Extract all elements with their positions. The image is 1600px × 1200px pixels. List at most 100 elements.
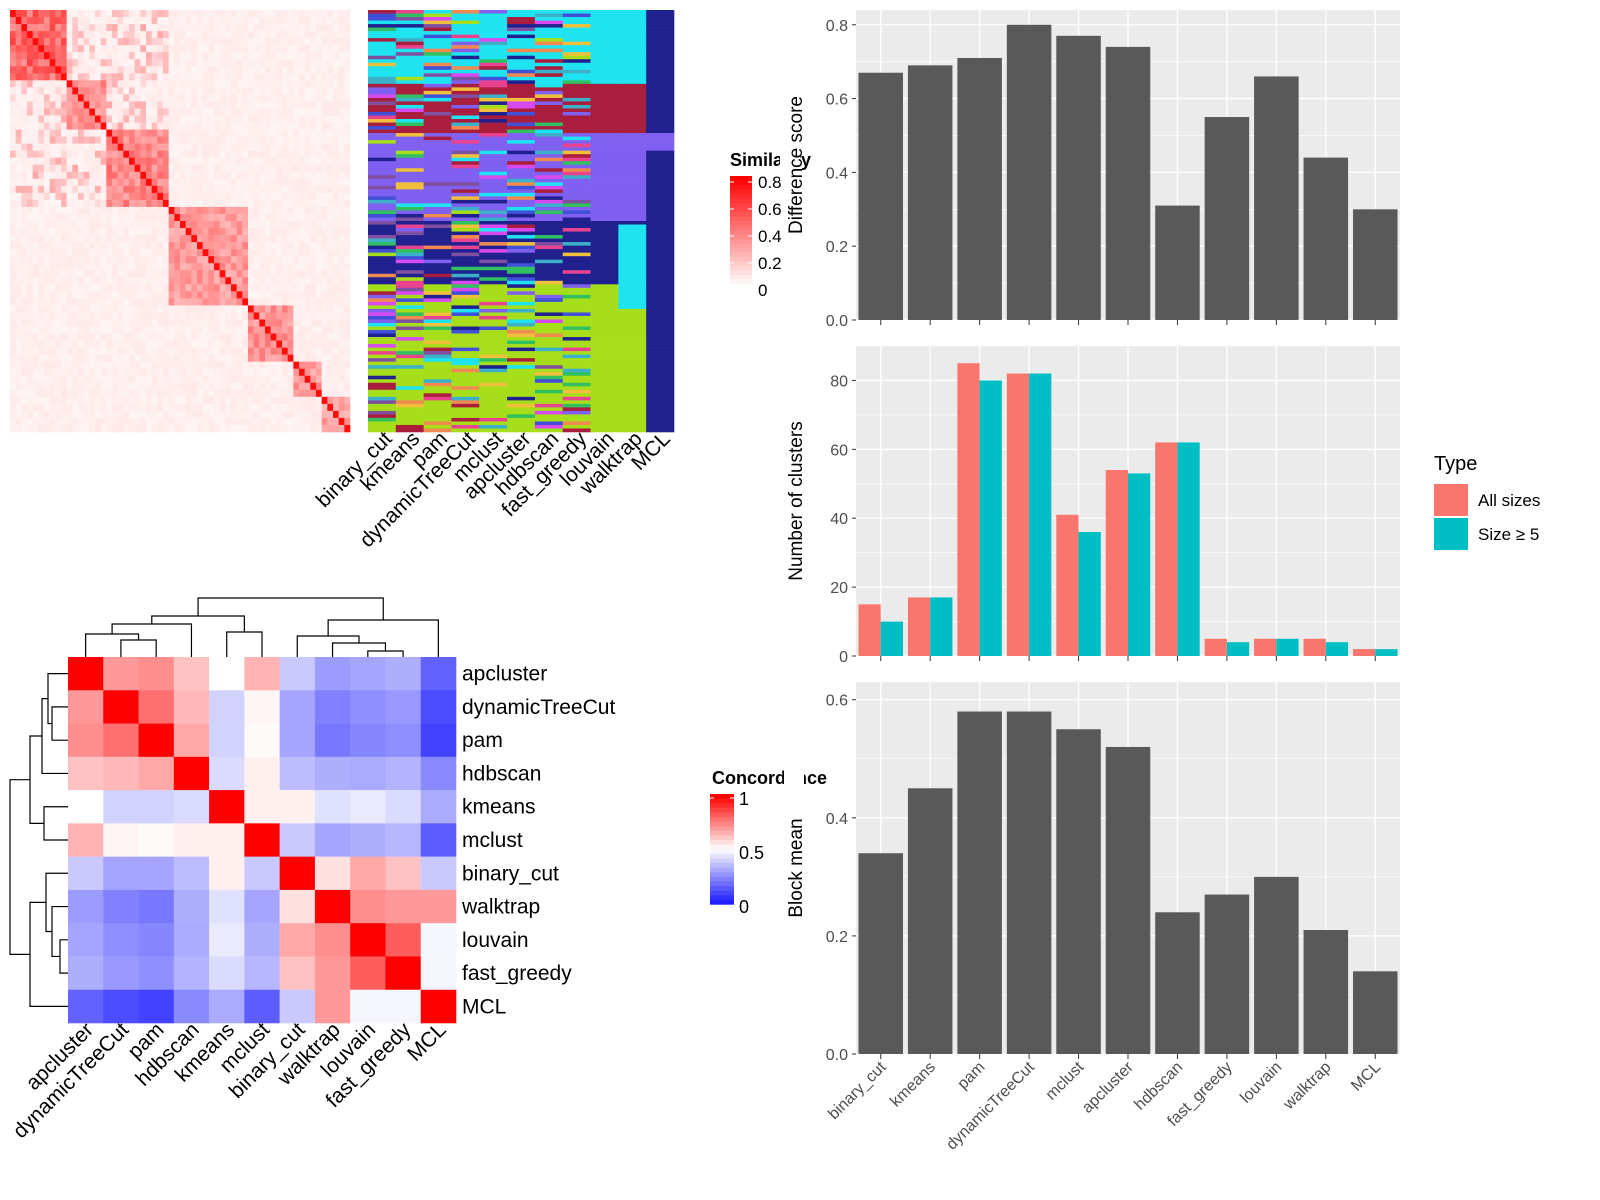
cluster-label-cell <box>562 421 591 426</box>
cluster-label-cell <box>507 242 536 246</box>
similarity-cell <box>270 368 277 377</box>
similarity-cell <box>321 382 328 391</box>
cluster-label-cell <box>590 217 619 222</box>
cluster-label-cell <box>590 143 619 148</box>
cluster-label-cell <box>534 403 564 408</box>
cluster-label-cell <box>534 217 564 222</box>
similarity-cell <box>27 213 33 222</box>
similarity-cell <box>117 129 124 137</box>
cluster-label-cell <box>590 76 619 81</box>
similarity-cell <box>231 235 237 243</box>
similarity-cell <box>310 178 317 187</box>
similarity-cell <box>253 263 260 271</box>
cluster-label-cell <box>534 375 564 380</box>
cluster-label-cell <box>368 20 397 25</box>
similarity-cell <box>231 228 237 236</box>
similarity-cell <box>293 129 300 137</box>
similarity-cell <box>129 192 135 201</box>
similarity-cell <box>282 185 288 194</box>
similarity-cell <box>293 59 300 67</box>
similarity-cell <box>78 199 84 208</box>
cluster-label-cell <box>618 319 647 324</box>
similarity-cell <box>129 389 135 398</box>
cluster-label-cell <box>534 157 564 162</box>
cluster-label-cell <box>368 203 397 208</box>
similarity-cell <box>140 143 147 151</box>
similarity-cell <box>310 221 317 229</box>
similarity-cell <box>163 361 169 369</box>
cluster-label-cell <box>507 270 536 275</box>
similarity-cell <box>231 298 237 306</box>
similarity-cell <box>21 298 28 306</box>
cluster-label-cell <box>395 178 424 183</box>
cluster-label-cell <box>646 66 675 71</box>
similarity-cell <box>49 319 56 327</box>
similarity-cell <box>100 375 107 384</box>
cluster-label-cell <box>646 182 675 187</box>
cluster-label-cell <box>368 249 397 253</box>
similarity-cell <box>344 157 351 166</box>
similarity-cell <box>270 256 277 264</box>
similarity-cell <box>134 354 141 362</box>
cluster-label-cell <box>507 126 536 130</box>
similarity-cell <box>316 249 322 257</box>
similarity-cell <box>15 221 22 229</box>
similarity-cell <box>27 291 33 299</box>
similarity-cell <box>310 382 317 391</box>
similarity-cell <box>327 277 334 285</box>
similarity-cell <box>89 424 96 433</box>
cluster-label-cell <box>368 238 397 243</box>
cluster-label-cell <box>646 38 675 42</box>
similarity-cell <box>185 410 192 419</box>
similarity-cell <box>276 396 283 405</box>
similarity-cell <box>299 340 305 348</box>
cluster-label-cell <box>395 351 424 355</box>
cluster-label-cell <box>618 344 647 348</box>
similarity-cell <box>276 277 283 285</box>
similarity-cell <box>117 410 124 419</box>
cluster-label-cell <box>368 403 397 408</box>
cluster-label-cell <box>451 245 480 250</box>
similarity-cell <box>197 277 203 285</box>
cluster-label-cell <box>451 150 480 155</box>
similarity-cell <box>299 298 305 306</box>
cluster-label-cell <box>646 354 675 359</box>
similarity-cell <box>236 31 243 39</box>
cluster-label-cell <box>562 136 591 141</box>
cluster-label-cell <box>562 301 591 306</box>
similarity-cell <box>270 115 277 123</box>
similarity-cell <box>214 171 220 180</box>
cluster-label-cell <box>590 400 619 405</box>
similarity-cell <box>333 213 339 222</box>
similarity-cell <box>100 178 107 187</box>
similarity-cell <box>117 256 124 264</box>
similarity-cell <box>21 52 28 60</box>
cluster-label-cell <box>562 38 591 42</box>
similarity-cell <box>293 333 300 341</box>
similarity-cell <box>316 326 322 334</box>
similarity-cell <box>185 24 192 32</box>
cluster-label-cell <box>590 372 619 377</box>
similarity-cell <box>242 213 249 222</box>
similarity-cell <box>299 136 305 144</box>
cluster-label-cell <box>423 358 452 362</box>
similarity-cell <box>287 115 294 123</box>
similarity-cell <box>180 10 186 18</box>
cluster-label-cell <box>451 252 480 257</box>
similarity-cell <box>163 256 169 264</box>
cluster-label-cell <box>423 157 452 162</box>
similarity-cell <box>21 284 28 292</box>
cluster-label-cell <box>590 203 619 208</box>
similarity-cell <box>44 150 50 158</box>
similarity-cell <box>100 242 107 250</box>
similarity-cell <box>282 164 288 173</box>
similarity-cell <box>134 94 141 102</box>
similarity-cell <box>259 403 266 412</box>
cluster-label-cell <box>479 298 508 303</box>
similarity-cell <box>231 368 237 377</box>
similarity-cell <box>72 206 79 215</box>
cluster-label-cell <box>618 210 647 215</box>
similarity-cell <box>55 242 62 250</box>
similarity-cell <box>344 291 351 299</box>
similarity-cell <box>106 319 113 327</box>
